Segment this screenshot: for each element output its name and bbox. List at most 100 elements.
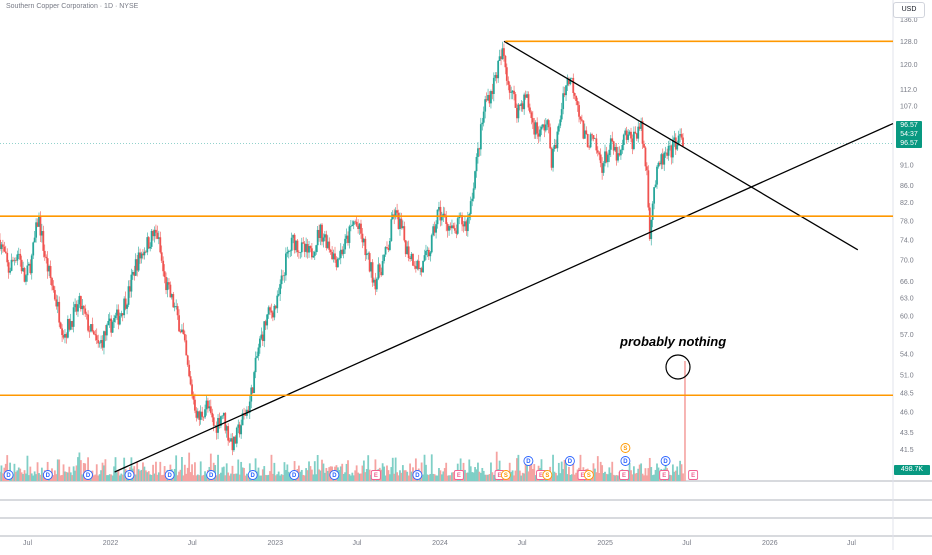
volume-bar (62, 464, 65, 481)
x-tick-label: 2022 (103, 540, 119, 547)
candle-body (650, 219, 653, 240)
candle-body (303, 243, 306, 252)
volume-bar (312, 474, 315, 481)
volume-bar (13, 463, 16, 481)
event-marker-s[interactable]: S (620, 443, 631, 453)
event-marker-s[interactable]: S (583, 470, 594, 480)
candle-body (163, 271, 166, 278)
event-marker-d[interactable]: D (564, 456, 575, 466)
candle-body (562, 93, 565, 110)
candle-body (88, 330, 91, 332)
trend-line[interactable] (503, 40, 859, 251)
candle-body (462, 224, 465, 227)
volume-bar (139, 470, 141, 481)
candle-body (157, 237, 160, 239)
candle-body (23, 268, 26, 282)
volume-bar (565, 459, 567, 481)
volume-bar (322, 463, 325, 481)
candle-body (134, 259, 137, 276)
candle-body (321, 224, 323, 242)
candle-body (107, 320, 110, 326)
volume-bars (0, 361, 686, 481)
volume-bar (562, 469, 565, 481)
event-marker-d[interactable]: D (620, 456, 631, 466)
event-marker-d[interactable]: D (660, 456, 671, 466)
candle-body (638, 126, 641, 129)
volume-bar (303, 475, 306, 481)
candle-body (257, 347, 260, 357)
candle-body (152, 230, 154, 237)
event-marker-d[interactable]: D (124, 470, 135, 480)
volume-bar (192, 475, 195, 481)
event-marker-e[interactable]: E (688, 470, 699, 480)
event-marker-d[interactable]: D (523, 456, 534, 466)
event-marker-d[interactable]: D (83, 470, 93, 480)
event-marker-d[interactable]: D (329, 470, 340, 480)
candle-body (547, 120, 550, 128)
candle-body (183, 334, 186, 341)
y-tick-label: 128.0 (900, 39, 918, 46)
event-marker-d[interactable]: D (412, 470, 423, 480)
candle-body (325, 234, 328, 248)
event-marker-d[interactable]: D (42, 470, 53, 480)
candle-body (484, 99, 487, 112)
volume-bar (342, 473, 345, 481)
candle-body (97, 340, 100, 344)
candle-body (137, 252, 140, 271)
volume-bar (563, 459, 566, 481)
volume-bar (478, 471, 481, 481)
volume-bar (352, 475, 355, 481)
event-marker-d[interactable]: D (247, 470, 258, 480)
volume-bar (482, 470, 485, 481)
candle-body (328, 241, 331, 250)
volume-bar (240, 461, 243, 481)
volume-bar (195, 475, 198, 481)
candle-body (556, 131, 559, 149)
volume-bar (217, 454, 219, 481)
candle-body (471, 198, 474, 202)
event-marker-d[interactable]: D (289, 470, 300, 480)
event-marker-d[interactable]: D (206, 470, 217, 480)
volume-bar (399, 470, 401, 481)
candle-body (419, 268, 422, 269)
annotation-circle[interactable] (665, 354, 691, 380)
event-marker-e[interactable]: E (619, 470, 630, 480)
volume-bar (669, 474, 671, 481)
volume-bar (566, 474, 569, 481)
drawing-lines[interactable] (0, 40, 894, 473)
candle-body (472, 188, 475, 199)
candle-body (168, 282, 170, 285)
event-marker-e[interactable]: E (453, 470, 464, 480)
volume-bar (100, 470, 102, 481)
candle-body (345, 235, 348, 239)
event-marker-e[interactable]: E (370, 470, 381, 480)
candle-body (221, 415, 224, 417)
event-marker-s[interactable]: S (542, 470, 553, 480)
candle-body (165, 277, 167, 291)
currency-button[interactable]: USD (893, 2, 925, 18)
event-marker-d[interactable]: D (164, 470, 175, 480)
candle-body (591, 134, 593, 136)
event-marker-e[interactable]: E (659, 470, 670, 480)
volume-bar (20, 472, 23, 481)
volume-bar (267, 474, 270, 481)
event-marker-d[interactable]: D (3, 470, 14, 480)
candle-body (267, 307, 270, 315)
candle-body (277, 294, 280, 296)
trend-line[interactable] (114, 122, 894, 473)
volume-bar (524, 460, 527, 481)
event-marker-s[interactable]: S (500, 470, 511, 480)
candle-body (261, 334, 264, 342)
candle-body (207, 400, 209, 409)
candle-body (416, 260, 419, 269)
candle-body (482, 111, 485, 123)
volume-bar (341, 463, 344, 481)
event-markers[interactable]: D D D D D D D D D E D E E S E S E S E E ED D D DS (3, 443, 699, 480)
candle-body (6, 252, 9, 263)
volume-bar (220, 472, 222, 481)
candle-body (614, 147, 617, 151)
candle-body (495, 75, 498, 79)
candle-body (105, 325, 108, 336)
